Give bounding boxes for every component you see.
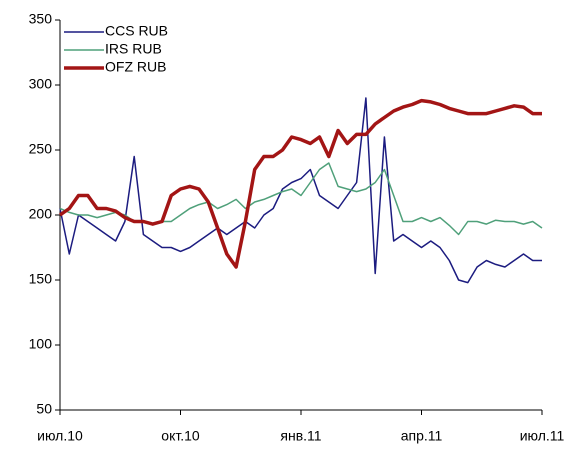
x-tick-label: окт.10 <box>161 428 200 444</box>
x-tick-label: июл.11 <box>520 428 565 444</box>
y-tick-label: 50 <box>36 401 52 417</box>
x-tick-label: июл.10 <box>37 428 83 444</box>
y-tick-label: 300 <box>29 76 53 92</box>
series-line <box>59 97 542 284</box>
y-tick-label: 100 <box>29 336 53 352</box>
legend-label: CCS RUB <box>105 23 168 39</box>
legend-label: IRS RUB <box>105 41 162 57</box>
series-line <box>58 98 542 269</box>
legend-label: OFZ RUB <box>105 59 166 75</box>
y-tick-label: 250 <box>29 141 53 157</box>
x-tick-label: янв.11 <box>280 428 321 444</box>
y-tick-label: 150 <box>29 271 53 287</box>
x-tick-label: апр.11 <box>401 428 443 444</box>
y-tick-label: 200 <box>29 206 53 222</box>
y-tick-label: 350 <box>29 11 53 27</box>
